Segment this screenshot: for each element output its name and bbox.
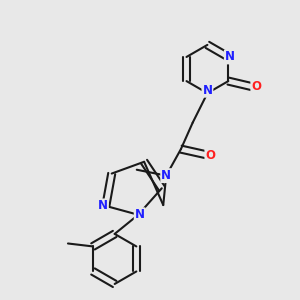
Text: N: N: [135, 208, 145, 221]
Text: N: N: [161, 169, 171, 182]
Text: N: N: [225, 50, 235, 64]
Text: O: O: [251, 80, 261, 94]
Text: N: N: [202, 84, 212, 97]
Text: N: N: [98, 200, 108, 212]
Text: O: O: [206, 148, 215, 161]
